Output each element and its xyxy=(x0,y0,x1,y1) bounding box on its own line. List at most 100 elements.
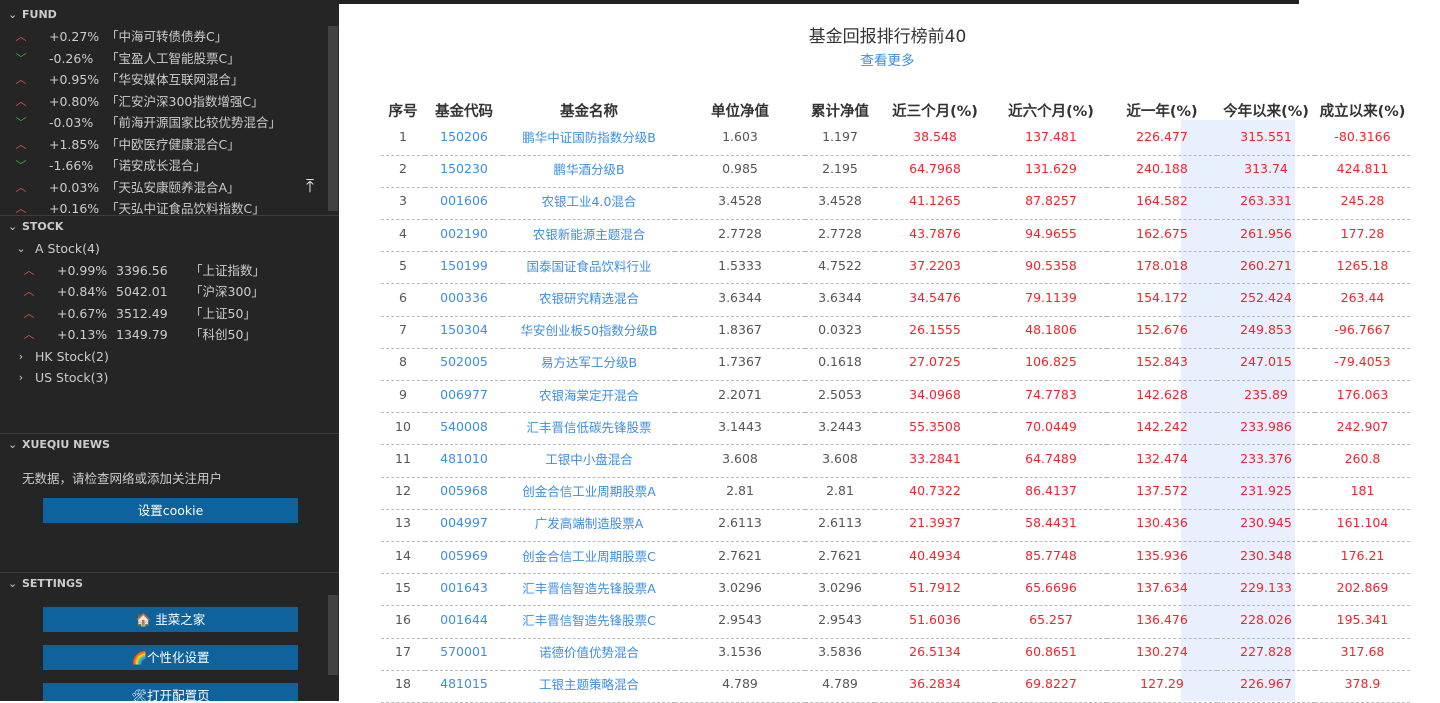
return-3m-cell: 27.0725 xyxy=(875,348,995,382)
column-header[interactable]: 成立以来(%) xyxy=(1319,103,1406,120)
return-1y-cell: 130.436 xyxy=(1107,509,1217,542)
see-more-link[interactable]: 查看更多 xyxy=(860,53,915,69)
fund-item[interactable]: ︿ +1.85% 「中欧医疗健康混合C」 xyxy=(0,134,339,156)
fund-item[interactable]: ﹀ -0.26% 「宝盈人工智能股票C」 xyxy=(0,48,339,70)
stock-name: 「上证50」 xyxy=(190,305,256,321)
column-header[interactable]: 今年以来(%) xyxy=(1223,103,1309,120)
column-header[interactable]: 近三个月(%) xyxy=(892,103,978,120)
personalize-button[interactable]: 🌈个性化设置 xyxy=(43,645,298,670)
column-header[interactable]: 基金名称 xyxy=(560,103,618,120)
fund-item[interactable]: ︿ +0.95% 「华安媒体互联网混合」 xyxy=(0,69,339,91)
fund-name-cell[interactable]: 工银主题策略混合 xyxy=(503,670,675,703)
stock-group[interactable]: ⌄ A Stock(4) xyxy=(0,238,339,260)
return-1y-cell: 226.477 xyxy=(1107,123,1217,156)
column-header[interactable]: 近六个月(%) xyxy=(1008,103,1094,120)
fund-name-cell[interactable]: 华安创业板50指数分级B xyxy=(503,316,675,349)
fund-code-cell[interactable]: 002190 xyxy=(425,219,503,253)
fund-item[interactable]: ﹀ -1.66% 「诺安成长混合」 xyxy=(0,155,339,177)
fund-code-cell[interactable]: 570001 xyxy=(425,638,503,671)
fund-code-cell[interactable]: 001606 xyxy=(425,187,503,221)
fund-name-cell[interactable]: 农银工业4.0混合 xyxy=(503,187,675,221)
column-header[interactable]: 近一年(%) xyxy=(1126,103,1198,120)
return-1y-cell: 136.476 xyxy=(1107,605,1217,639)
fund-section-header[interactable]: ⌄ FUND xyxy=(0,4,339,26)
arrow-up-icon: ︿ xyxy=(15,30,27,43)
stock-item[interactable]: ︿ +0.84% 5042.01 「沪深300」 xyxy=(0,281,339,303)
fund-code-cell[interactable]: 006977 xyxy=(425,380,503,414)
arrow-up-icon: ︿ xyxy=(23,285,35,298)
fund-name-cell[interactable]: 农银新能源主题混合 xyxy=(503,219,675,253)
fund-scrollbar[interactable] xyxy=(328,26,338,211)
fund-name: 「中海可转债债券C」 xyxy=(106,29,228,44)
stock-section-header[interactable]: ⌄ STOCK xyxy=(0,216,339,238)
fund-name-cell[interactable]: 农银海棠定开混合 xyxy=(503,380,675,414)
fund-code-cell[interactable]: 540008 xyxy=(425,412,503,446)
fund-name-cell[interactable]: 鹏华中证国防指数分级B xyxy=(503,123,675,156)
news-section-header[interactable]: ⌄ XUEQIU NEWS xyxy=(0,434,339,456)
fund-name-cell[interactable]: 易方达军工分级B xyxy=(503,348,675,382)
fund-code-cell[interactable]: 502005 xyxy=(425,348,503,382)
column-header[interactable]: 累计净值 xyxy=(811,103,869,120)
fund-name-cell[interactable]: 国泰国证食品饮料行业 xyxy=(503,251,675,285)
return-6m-cell: 85.7748 xyxy=(995,541,1107,575)
fund-name-cell[interactable]: 农银研究精选混合 xyxy=(503,283,675,317)
scroll-to-top-icon[interactable]: ⤒ xyxy=(306,176,314,197)
fund-code-cell[interactable]: 150206 xyxy=(425,123,503,156)
fund-code-cell[interactable]: 150304 xyxy=(425,316,503,349)
fund-name-cell[interactable]: 工银中小盘混合 xyxy=(503,444,675,478)
fund-code-cell[interactable]: 481015 xyxy=(425,670,503,703)
fund-name-cell[interactable]: 汇丰晋信智造先锋股票C xyxy=(503,605,675,639)
return-3m-cell: 21.3937 xyxy=(875,509,995,542)
fund-code-cell[interactable]: 150199 xyxy=(425,251,503,285)
fund-code-cell[interactable]: 005968 xyxy=(425,477,503,510)
fund-code-cell[interactable]: 150230 xyxy=(425,155,503,188)
stock-group[interactable]: › HK Stock(2) xyxy=(0,346,339,368)
accum-nav-cell: 4.7522 xyxy=(805,251,875,285)
fund-item[interactable]: ︿ +0.16% 「天弘中证食品饮料指数C」 xyxy=(0,198,339,220)
stock-item[interactable]: ︿ +0.67% 3512.49 「上证50」 xyxy=(0,303,339,325)
fund-name-cell[interactable]: 诺德价值优势混合 xyxy=(503,638,675,671)
stock-item[interactable]: ︿ +0.13% 1349.79 「科创50」 xyxy=(0,324,339,346)
accum-nav-cell: 3.4528 xyxy=(805,187,875,221)
fund-item[interactable]: ︿ +0.03% 「天弘安康颐养混合A」 xyxy=(0,177,339,199)
news-section: ⌄ XUEQIU NEWS 无数据，请检查网络或添加关注用户 设置cookie xyxy=(0,433,339,572)
unit-nav-cell: 1.8367 xyxy=(675,316,805,349)
stock-name: 「科创50」 xyxy=(190,327,256,342)
fund-change: +0.03% xyxy=(49,179,100,195)
accum-nav-cell: 2.81 xyxy=(805,477,875,510)
accum-nav-cell: 3.6344 xyxy=(805,283,875,317)
fund-name: 「诺安成长混合」 xyxy=(106,158,207,173)
fund-code-cell[interactable]: 005969 xyxy=(425,541,503,575)
return-1y-cell: 135.936 xyxy=(1107,541,1217,575)
fund-code-cell[interactable]: 481010 xyxy=(425,444,503,478)
fund-code-cell[interactable]: 001644 xyxy=(425,605,503,639)
leek-home-button[interactable]: 🏠 韭菜之家 xyxy=(43,607,298,632)
fund-code-cell[interactable]: 001643 xyxy=(425,573,503,607)
fund-item[interactable]: ︿ +0.27% 「中海可转债债券C」 xyxy=(0,26,339,48)
return-3m-cell: 26.5134 xyxy=(875,638,995,671)
column-header[interactable]: 序号 xyxy=(388,103,418,120)
return-ytd-cell: 228.026 xyxy=(1217,605,1315,639)
arrow-up-icon: ︿ xyxy=(23,263,35,277)
stock-item[interactable]: ︿ +0.99% 3396.56 「上证指数」 xyxy=(0,260,339,282)
column-header[interactable]: 基金代码 xyxy=(435,103,493,120)
settings-section-header[interactable]: ⌄ SETTINGS xyxy=(0,573,339,595)
fund-item[interactable]: ︿ +0.80% 「汇安沪深300指数增强C」 xyxy=(0,91,339,113)
fund-code-cell[interactable]: 000336 xyxy=(425,283,503,317)
fund-name-cell[interactable]: 汇丰晋信智造先锋股票A xyxy=(503,573,675,607)
fund-name-cell[interactable]: 创金合信工业周期股票C xyxy=(503,541,675,575)
column-header[interactable]: 单位净值 xyxy=(711,103,769,120)
open-config-button[interactable]: 🛠打开配置页 xyxy=(43,683,298,701)
fund-name-cell[interactable]: 创金合信工业周期股票A xyxy=(503,477,675,510)
fund-code-cell[interactable]: 004997 xyxy=(425,509,503,542)
settings-scrollbar[interactable] xyxy=(328,595,338,675)
stock-price: 1349.79 xyxy=(116,327,168,342)
unit-nav-cell: 1.603 xyxy=(675,123,805,156)
stock-section: ⌄ STOCK ⌄ A Stock(4) ︿ +0.99% 3396.56 「上证指数」 ︿ +… xyxy=(0,215,339,433)
fund-name-cell[interactable]: 广发高端制造股票A xyxy=(503,509,675,542)
fund-name-cell[interactable]: 汇丰晋信低碳先锋股票 xyxy=(503,412,675,446)
stock-group[interactable]: › US Stock(3) xyxy=(0,367,339,389)
fund-item[interactable]: ﹀ -0.03% 「前海开源国家比较优势混合」 xyxy=(0,112,339,134)
set-cookie-button[interactable]: 设置cookie xyxy=(43,498,298,523)
fund-name-cell[interactable]: 鹏华酒分级B xyxy=(503,155,675,188)
